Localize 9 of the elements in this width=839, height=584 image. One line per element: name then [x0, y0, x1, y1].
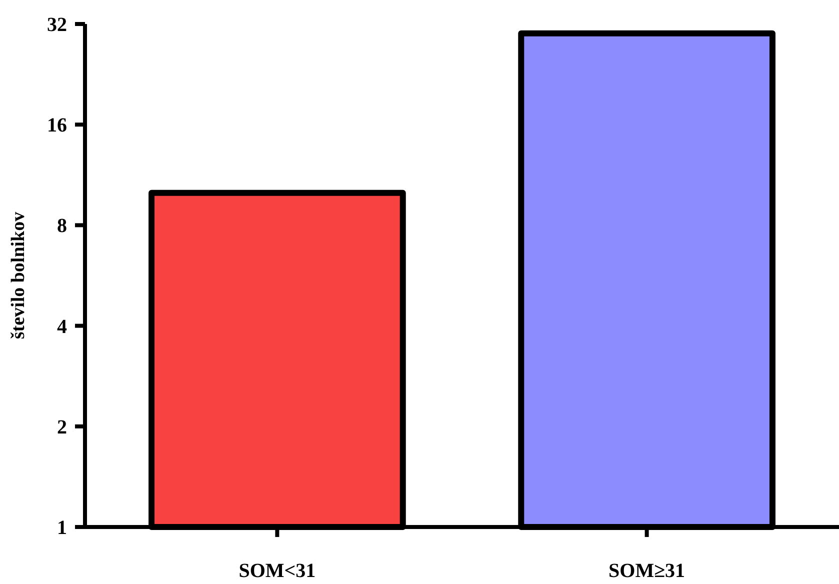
x-tick-label: SOM<31 — [238, 560, 316, 582]
y-tick-label: 8 — [57, 215, 67, 238]
y-tick-label: 4 — [57, 316, 67, 338]
x-tick-label: SOM≥31 — [608, 560, 686, 582]
y-axis-title: število bolnikov — [8, 211, 29, 340]
y-tick-label: 2 — [57, 416, 67, 438]
y-tick-label: 32 — [47, 14, 67, 36]
y-tick-label: 16 — [47, 114, 67, 137]
y-tick-label: 1 — [57, 517, 67, 539]
